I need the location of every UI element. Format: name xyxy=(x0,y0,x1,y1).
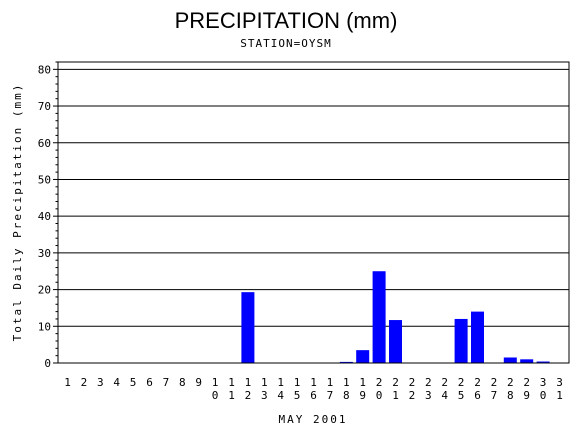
bar-day-21 xyxy=(389,320,402,363)
chart-subtitle: STATION=OYSM xyxy=(240,37,331,50)
bar-day-26 xyxy=(471,311,484,363)
bar-day-20 xyxy=(372,271,386,363)
y-tick-label: 40 xyxy=(38,210,51,223)
x-tick-label: 2 xyxy=(81,376,88,389)
x-tick-label: 3 xyxy=(97,376,104,389)
x-tick-label: 7 xyxy=(163,376,170,389)
y-axis-ticks: 0 10 20 30 40 50 60 70 80 xyxy=(38,61,58,370)
bar-day-28 xyxy=(503,357,517,363)
x-tick-label: 4 xyxy=(113,376,120,389)
x-axis-ticks: 1 2 3 4 5 6 7 8 9 1 01 11 21 31 41 51 61 71 81 92 02 12 22 32 42… xyxy=(64,376,563,402)
bars xyxy=(241,271,550,363)
y-tick-label: 20 xyxy=(38,284,51,297)
x-tick-label: 6 xyxy=(146,376,153,389)
plot-frame xyxy=(57,61,570,364)
bar-day-18 xyxy=(339,361,353,363)
bar-day-12 xyxy=(241,292,255,363)
x-tick-label: 5 xyxy=(130,376,137,389)
x-axis-label: MAY 2001 xyxy=(279,413,348,426)
gridlines xyxy=(58,68,569,327)
chart-title: PRECIPITATION (mm) xyxy=(175,8,398,33)
y-tick-label: 80 xyxy=(38,63,51,76)
bar-day-25 xyxy=(454,318,468,363)
y-tick-label: 50 xyxy=(38,173,51,186)
x-tick-label: 1 xyxy=(64,376,71,389)
y-tick-label: 0 xyxy=(44,357,51,370)
y-tick-label: 10 xyxy=(38,320,51,333)
bar-day-29 xyxy=(520,359,534,363)
x-tick-label: 9 xyxy=(195,376,202,389)
y-tick-label: 70 xyxy=(38,100,51,113)
bar-day-30 xyxy=(536,361,550,363)
bar-day-19 xyxy=(356,350,370,363)
y-tick-label: 30 xyxy=(38,247,51,260)
y-tick-label: 60 xyxy=(38,137,51,150)
x-tick-label: 8 xyxy=(179,376,186,389)
y-axis-label: Total Daily Precipitation (mm) xyxy=(11,83,24,342)
